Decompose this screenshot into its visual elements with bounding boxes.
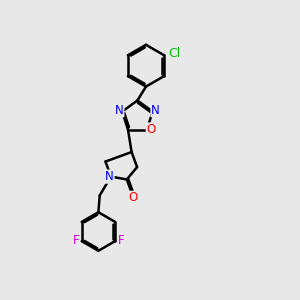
Text: F: F <box>118 234 124 247</box>
Text: F: F <box>73 234 79 247</box>
Text: N: N <box>151 104 160 117</box>
Text: O: O <box>146 123 155 136</box>
Text: Cl: Cl <box>168 47 180 60</box>
Text: O: O <box>129 191 138 204</box>
Text: N: N <box>105 170 114 183</box>
Text: N: N <box>115 104 124 117</box>
